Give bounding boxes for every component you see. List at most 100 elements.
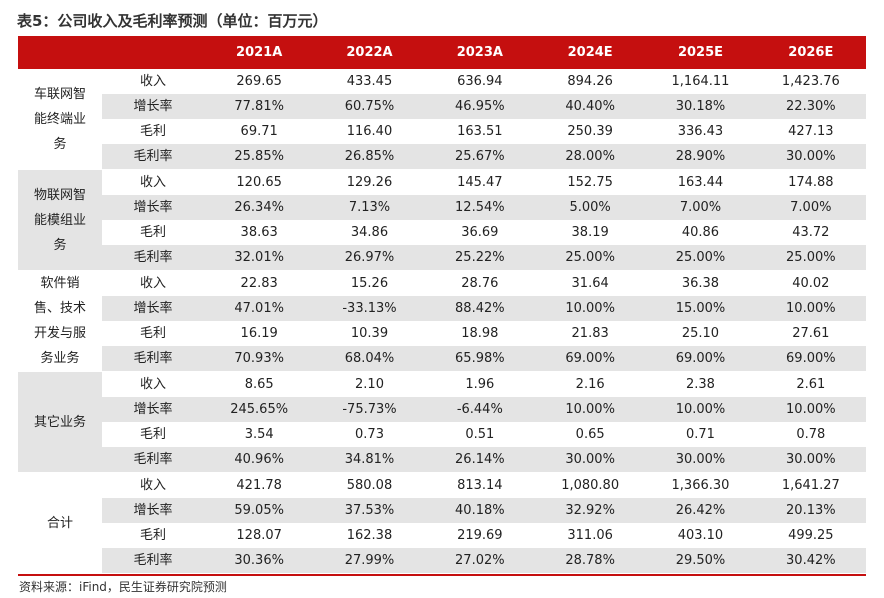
- value-cell: 22.30%: [755, 94, 866, 119]
- value-cell: 40.40%: [534, 94, 646, 119]
- value-cell: 403.10: [677, 528, 724, 543]
- value-cell: 0.65: [575, 427, 605, 442]
- value-cell: -75.73%: [314, 397, 425, 422]
- value-cell: 10.39: [350, 326, 389, 341]
- value-cell: 31.64: [534, 270, 646, 296]
- segment-label-cell: 软件销售、技术开发与服务业务: [18, 270, 102, 372]
- value-cell: 7.13%: [314, 195, 425, 220]
- value-cell: 25.00%: [645, 245, 756, 271]
- table-row: 毛利率 30.36% 27.99% 27.02% 28.78% 29.50% 30.42%: [18, 548, 866, 573]
- metric-label: 毛利率: [102, 245, 204, 271]
- table-row: 增长率 59.05% 37.53% 40.18% 32.92% 26.42% 20.13%: [18, 498, 866, 523]
- value-cell: 2.10: [314, 371, 425, 397]
- value-cell: 162.38: [346, 528, 393, 543]
- value-cell: 26.14%: [424, 447, 535, 473]
- value-cell: 43.72: [792, 225, 830, 240]
- value-cell: 813.14: [424, 472, 535, 498]
- value-cell: 8.65: [204, 371, 315, 397]
- value-cell: 40.18%: [424, 498, 535, 523]
- metric-label: 毛利率: [102, 144, 204, 170]
- value-cell: 28.90%: [645, 144, 756, 170]
- table-row: 毛利率 40.96% 34.81% 26.14% 30.00% 30.00% 30.00%: [18, 447, 866, 473]
- value-cell: 34.86: [350, 225, 389, 240]
- value-cell: 22.83: [204, 270, 315, 296]
- value-cell: 580.08: [314, 472, 425, 498]
- value-cell: 88.42%: [424, 296, 535, 321]
- table-row: 毛利 128.07 162.38 219.69 311.06 403.10 499.25: [18, 523, 866, 548]
- value-cell: 28.00%: [534, 144, 646, 170]
- segment-label: 其它业务: [33, 414, 86, 430]
- value-cell: -6.44%: [424, 397, 535, 422]
- metric-label: 毛利率: [102, 447, 204, 473]
- value-cell: 68.04%: [314, 346, 425, 372]
- value-cell: 25.22%: [424, 245, 535, 271]
- segment-label-cell: 物联网智能模组业务: [18, 169, 102, 271]
- table-row: 合计 收入 421.78 580.08 813.14 1,080.80 1,366.30 1,…: [18, 472, 866, 573]
- value-cell: 0.51: [465, 427, 495, 442]
- value-cell: 38.19: [571, 225, 609, 240]
- header-cell-segment: [18, 36, 102, 69]
- value-cell: 25.00%: [534, 245, 646, 271]
- table-row: 毛利 3.54 0.73 0.51 0.65 0.71 0.78: [18, 422, 866, 447]
- value-cell: 163.44: [645, 169, 756, 195]
- value-cell: 7.00%: [645, 195, 756, 220]
- metric-label: 毛利: [139, 528, 166, 543]
- value-cell: 10.00%: [645, 397, 756, 422]
- value-cell: 69.00%: [645, 346, 756, 372]
- value-cell: 25.00%: [755, 245, 866, 271]
- value-cell: 433.45: [346, 74, 393, 89]
- value-cell: 26.42%: [645, 498, 756, 523]
- header-cell-2023a: 2023A: [424, 36, 535, 69]
- value-cell: 1,641.27: [755, 472, 866, 498]
- metric-label: 增长率: [102, 498, 204, 523]
- segment-label: 物联网智能模组业务: [33, 187, 86, 253]
- value-cell: 120.65: [204, 169, 315, 195]
- table-row: 毛利 69.71 116.40 163.51 250.39 336.43 427.13: [18, 119, 866, 144]
- value-cell: 250.39: [567, 124, 613, 139]
- segment-label-cell: 车联网智能终端业务: [18, 69, 102, 170]
- value-cell: 25.10: [681, 326, 720, 341]
- value-cell: 59.05%: [204, 498, 315, 523]
- value-cell: 25.85%: [204, 144, 315, 170]
- value-cell: 20.13%: [755, 498, 866, 523]
- value-cell: 69.71: [240, 124, 278, 139]
- value-cell: 60.75%: [314, 94, 425, 119]
- table-row: 毛利 16.19 10.39 18.98 21.83 25.10 27.61: [18, 321, 866, 346]
- value-cell: 47.01%: [204, 296, 315, 321]
- value-cell: 25.67%: [424, 144, 535, 170]
- value-cell: 21.83: [571, 326, 609, 341]
- value-cell: 34.81%: [314, 447, 425, 473]
- value-cell: 152.75: [534, 169, 646, 195]
- table-row: 毛利 38.63 34.86 36.69 38.19 40.86 43.72: [18, 220, 866, 245]
- value-cell: 7.00%: [755, 195, 866, 220]
- value-cell: 77.81%: [204, 94, 315, 119]
- metric-label: 增长率: [102, 195, 204, 220]
- value-cell: 36.38: [645, 270, 756, 296]
- value-cell: 499.25: [788, 528, 834, 543]
- segment-label-cell: 其它业务: [18, 371, 102, 473]
- value-cell: 1,164.11: [671, 74, 730, 89]
- value-cell: 15.26: [314, 270, 425, 296]
- header-cell-2021a: 2021A: [204, 36, 315, 69]
- value-cell: 269.65: [236, 74, 282, 89]
- value-cell: 129.26: [314, 169, 425, 195]
- bottom-rule: [18, 574, 866, 576]
- table-row: 毛利率 70.93% 68.04% 65.98% 69.00% 69.00% 69.00%: [18, 346, 866, 372]
- value-cell: 0.78: [796, 427, 826, 442]
- value-cell: 37.53%: [314, 498, 425, 523]
- table-row: 软件销售、技术开发与服务业务 收入 22.83 15.26 28.76 31.64 36.3…: [18, 270, 866, 372]
- value-cell: 10.00%: [534, 397, 646, 422]
- value-cell: 30.00%: [645, 447, 756, 473]
- table-row: 增长率 26.34% 7.13% 12.54% 5.00% 7.00% 7.00%: [18, 195, 866, 220]
- segment-label: 合计: [46, 515, 73, 531]
- header-cell-metric: [102, 36, 204, 69]
- value-cell: 3.54: [244, 427, 274, 442]
- value-cell: 70.93%: [204, 346, 315, 372]
- value-cell: 2.16: [534, 371, 646, 397]
- value-cell: 1.96: [424, 371, 535, 397]
- value-cell: 27.02%: [424, 548, 535, 573]
- value-cell: 26.34%: [204, 195, 315, 220]
- value-cell: 46.95%: [424, 94, 535, 119]
- value-cell: 145.47: [424, 169, 535, 195]
- value-cell: 27.99%: [314, 548, 425, 573]
